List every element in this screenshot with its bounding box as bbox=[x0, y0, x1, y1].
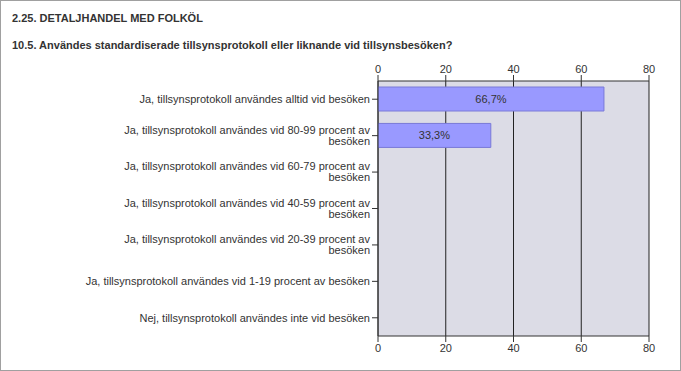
svg-text:20: 20 bbox=[440, 63, 452, 75]
svg-text:80: 80 bbox=[643, 342, 655, 354]
svg-text:66,7%: 66,7% bbox=[475, 93, 506, 105]
svg-text:Ja, tillsynsprotokoll användes: Ja, tillsynsprotokoll användes vid 1-19 … bbox=[86, 275, 370, 287]
svg-text:Ja, tillsynsprotokoll användes: Ja, tillsynsprotokoll användes vid 60-79… bbox=[124, 160, 370, 183]
svg-text:40: 40 bbox=[507, 342, 519, 354]
svg-text:0: 0 bbox=[375, 342, 381, 354]
svg-text:40: 40 bbox=[507, 63, 519, 75]
svg-text:Ja, tillsynsprotokoll användes: Ja, tillsynsprotokoll användes vid 40-59… bbox=[124, 197, 370, 220]
html-text:10.5. Användes standardiserade: 10.5. Användes standardiserade tillsynsp… bbox=[12, 39, 453, 51]
svg-text:20: 20 bbox=[440, 342, 452, 354]
svg-text:33,3%: 33,3% bbox=[419, 129, 450, 141]
svg-text:Ja, tillsynsprotokoll användes: Ja, tillsynsprotokoll användes vid 20-39… bbox=[124, 233, 370, 256]
svg-text:Nej, tillsynsprotokoll använde: Nej, tillsynsprotokoll användes inte vid… bbox=[139, 312, 370, 324]
svg-text:0: 0 bbox=[375, 63, 381, 75]
svg-text:80: 80 bbox=[643, 63, 655, 75]
svg-text:60: 60 bbox=[575, 342, 587, 354]
svg-text:60: 60 bbox=[575, 63, 587, 75]
svg-text:Ja, tillsynsprotokoll användes: Ja, tillsynsprotokoll användes vid 80-99… bbox=[124, 124, 370, 147]
html-text:2.25. DETALJHANDEL MED FOLKÖL: 2.25. DETALJHANDEL MED FOLKÖL bbox=[12, 12, 203, 24]
svg-text:Ja, tillsynsprotokoll användes: Ja, tillsynsprotokoll användes alltid vi… bbox=[139, 93, 370, 105]
